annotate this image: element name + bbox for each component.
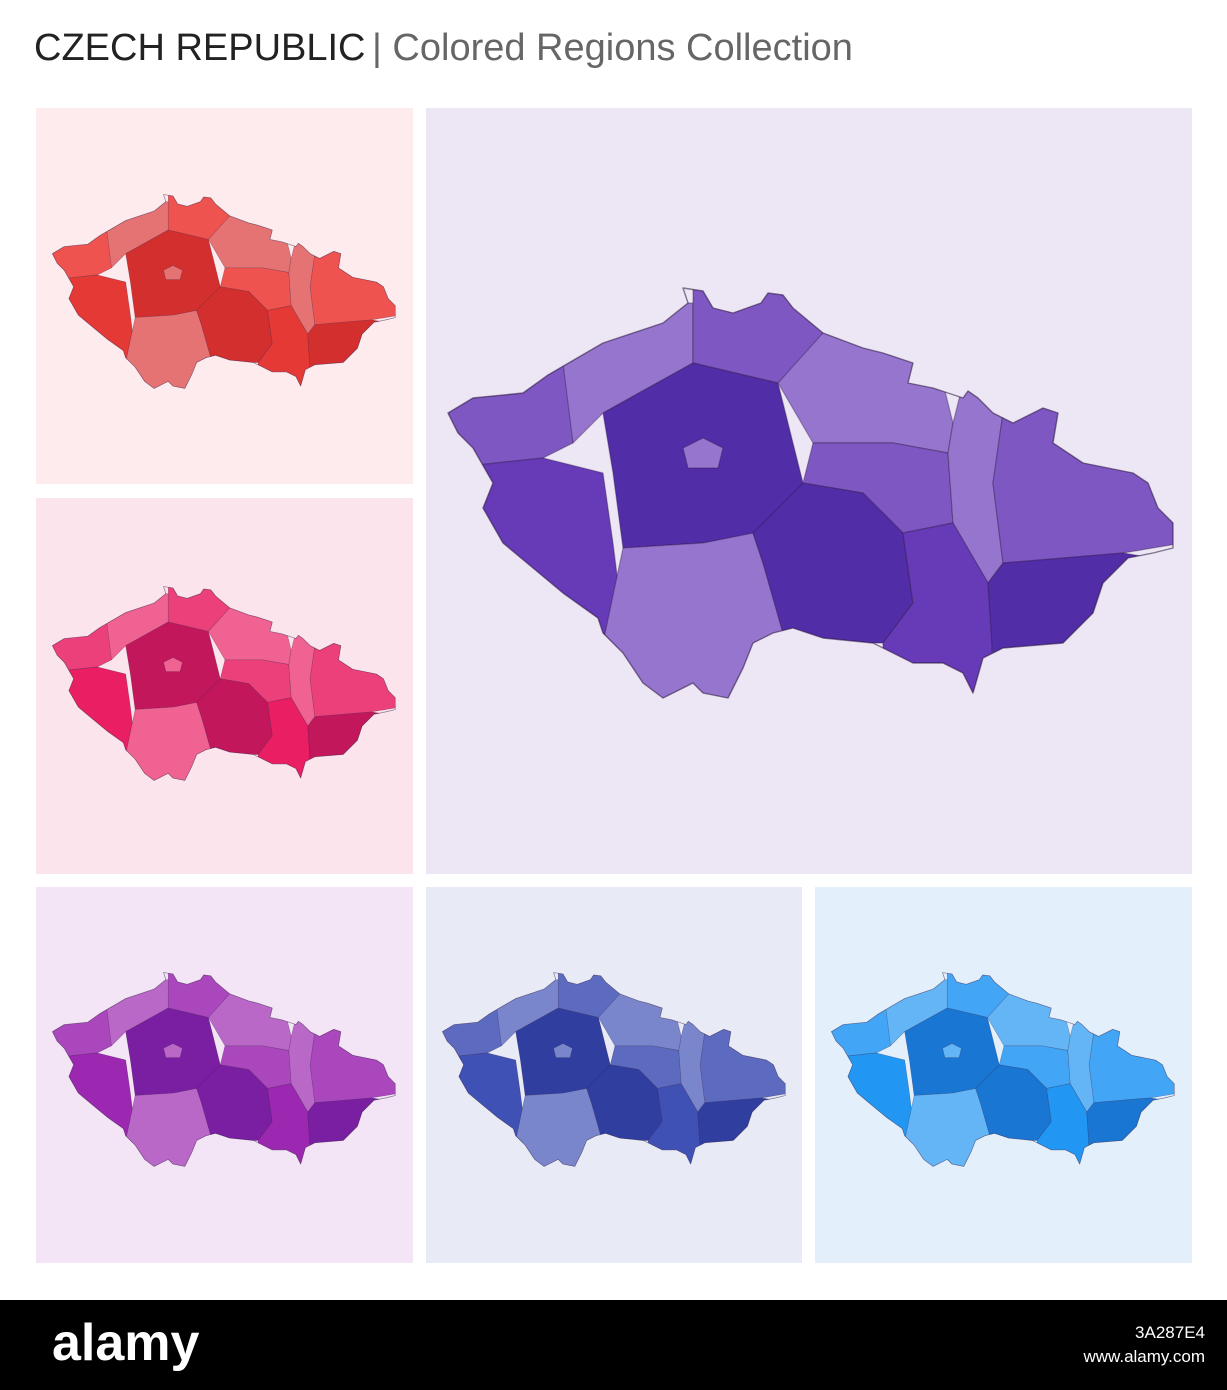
brand: alamy	[52, 1314, 200, 1372]
subtitle: | Colored Regions Collection	[372, 27, 853, 69]
image-id: 3A287E4	[1135, 1323, 1205, 1342]
url: www.alamy.com	[1082, 1347, 1205, 1366]
title: CZECH REPUBLIC	[34, 27, 366, 69]
footer-bar	[0, 1300, 1227, 1390]
